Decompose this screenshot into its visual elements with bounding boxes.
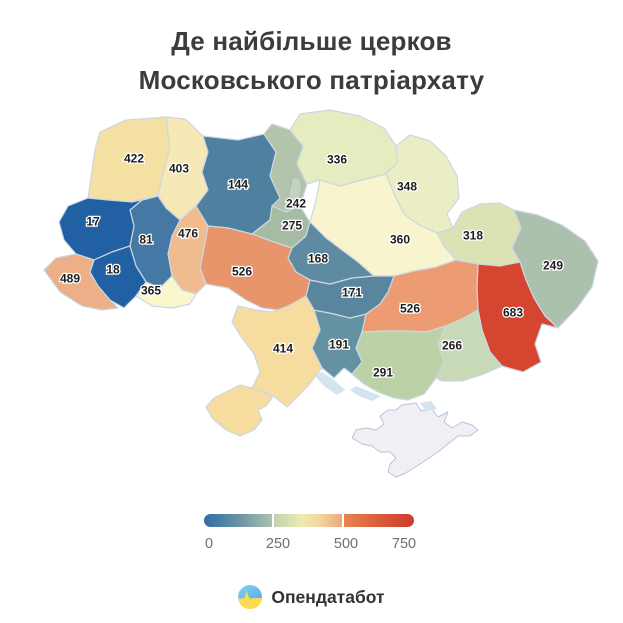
region-value-label-kyiv-north: 242: [286, 197, 306, 211]
region-value-label-ternopil: 81: [139, 233, 153, 247]
region-value-label-cherkasy: 168: [308, 252, 328, 266]
region-value-label-volyn: 422: [124, 152, 144, 166]
region-value-label-dnipro: 526: [400, 302, 420, 316]
region-value-label-poltava: 360: [390, 233, 410, 247]
legend-tick-0: 0: [204, 536, 214, 552]
region-crimea-no-data[interactable]: [351, 402, 479, 478]
legend-tick-labels: 0 250 500 750: [204, 536, 416, 554]
region-value-label-zakarpattia: 489: [60, 272, 80, 286]
legend-segment-3: [344, 514, 414, 527]
region-value-label-chernihiv: 336: [327, 153, 347, 167]
opendatabot-logo-icon: [238, 585, 263, 609]
region-value-label-rivne: 403: [169, 162, 189, 176]
water-shape-2: [350, 386, 381, 401]
legend-tick-250: 250: [265, 536, 291, 552]
color-legend: 0 250 500 750: [204, 514, 416, 554]
region-kherson[interactable]: [351, 325, 447, 401]
legend-segment-2: [274, 514, 342, 527]
legend-segment-1: [204, 514, 272, 527]
logo-pulse-wave: [238, 590, 263, 609]
region-chernivtsi[interactable]: [135, 275, 197, 309]
region-value-label-sumy: 348: [397, 180, 417, 194]
brand-name: Опендатабот: [271, 586, 385, 607]
chart-title-line2: Московського патріархату: [138, 65, 485, 95]
region-value-label-luhansk: 249: [543, 259, 563, 273]
region-value-label-ivano-frankivsk: 18: [106, 263, 120, 277]
legend-gradient-bar: [204, 514, 416, 527]
region-value-label-odesa: 414: [273, 342, 293, 356]
water-shape-3: [420, 401, 437, 411]
region-value-label-donetsk: 683: [503, 306, 523, 320]
region-value-label-zhytomyr: 144: [228, 178, 248, 192]
region-value-label-vinnytsia: 526: [232, 265, 252, 279]
region-value-label-kharkiv: 318: [463, 229, 483, 243]
region-value-label-kyiv-south: 275: [282, 219, 302, 233]
region-zakarpattia[interactable]: [43, 253, 119, 311]
region-value-label-khmelnytskyi: 476: [178, 227, 198, 241]
region-odesa[interactable]: [205, 295, 323, 437]
chart-title: Де найбільше церков Московського патріар…: [0, 22, 623, 100]
legend-tick-500: 500: [333, 536, 359, 552]
chart-title-line1: Де найбільше церков: [171, 26, 452, 56]
region-value-label-chernivtsi: 365: [141, 284, 161, 298]
region-value-label-kirovohrad: 171: [342, 286, 362, 300]
logo-blue-half: [238, 585, 263, 599]
footer: Опендатабот: [0, 585, 623, 609]
region-value-label-mykolaiv: 191: [329, 338, 349, 352]
kyiv-city-outline: [288, 176, 302, 210]
water-shape-1: [315, 372, 345, 395]
region-value-label-zaporizhzhia: 266: [442, 339, 462, 353]
region-value-label-lviv: 17: [86, 215, 100, 229]
region-value-label-kherson: 291: [373, 366, 393, 380]
legend-tick-750: 750: [391, 536, 417, 552]
